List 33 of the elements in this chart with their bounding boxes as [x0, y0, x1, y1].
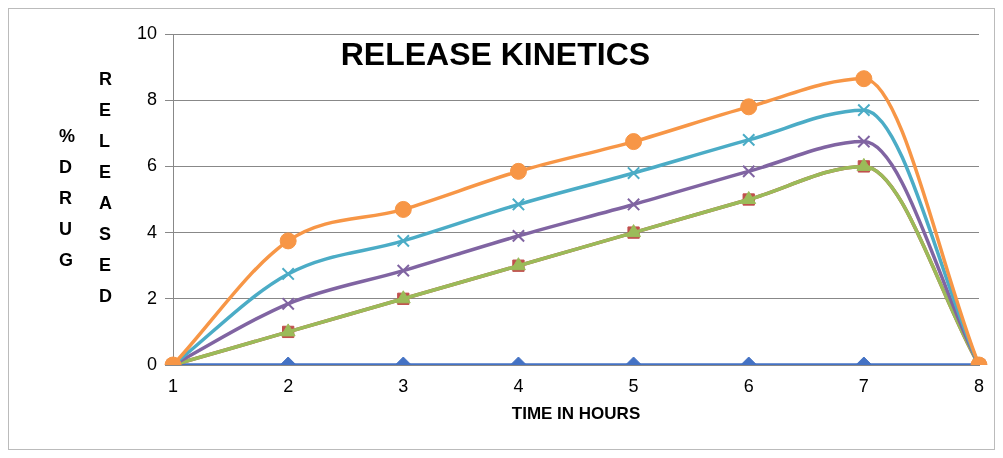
- chart-title: RELEASE KINETICS: [340, 35, 651, 72]
- point: [281, 267, 295, 281]
- point: [509, 162, 527, 180]
- x-tick-label: 1: [168, 375, 179, 396]
- point: [626, 166, 641, 180]
- text: % DRUG RELEASED: [59, 69, 112, 306]
- point: [742, 133, 756, 147]
- point: [740, 98, 758, 116]
- x-tick-label: 4: [513, 375, 524, 396]
- x-tick-label: 5: [628, 375, 639, 396]
- y-tick-label: 6: [147, 155, 158, 176]
- point: [279, 232, 297, 250]
- point: [626, 197, 641, 212]
- y-tick-label: 2: [147, 287, 158, 308]
- point: [857, 103, 871, 117]
- point: [511, 197, 526, 212]
- point: [396, 234, 410, 248]
- y-tick-label: 8: [147, 89, 158, 110]
- point: [625, 133, 643, 151]
- x-tick-label: 8: [973, 375, 985, 396]
- point: [511, 229, 526, 243]
- point: [857, 134, 871, 149]
- x-tick-label: 7: [858, 375, 869, 396]
- x-tick-label: 3: [398, 375, 409, 396]
- y-tick-label: 0: [147, 353, 158, 374]
- point: [855, 70, 873, 88]
- x-axis-title: TIME IN HOURS: [511, 404, 641, 424]
- y-tick-label: 10: [136, 22, 158, 43]
- point: [394, 200, 412, 218]
- x-tick-label: 2: [283, 375, 294, 396]
- point: [742, 164, 756, 179]
- x-tick-label: 6: [743, 375, 754, 396]
- y-tick-label: 4: [147, 221, 158, 242]
